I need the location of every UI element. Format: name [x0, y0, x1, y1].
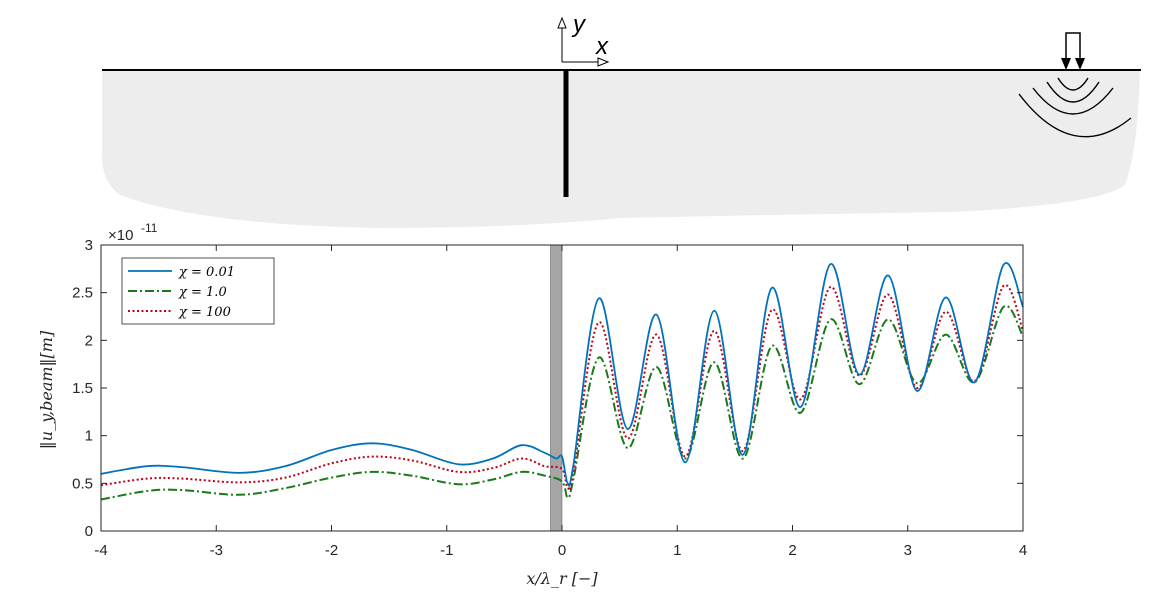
- chart: -4 -3 -2 -1 0 1 2 3 4 0 0.5 1 1.5 2 2.5 3 ×10 -11 x/λ_…: [37, 221, 1027, 588]
- y-tick-label: 2.5: [72, 285, 93, 302]
- x-tick-label: -1: [440, 542, 453, 559]
- y-tick-label: 3: [85, 237, 93, 254]
- series-line-2: [100, 284, 1024, 492]
- y-tick-label: 0: [85, 523, 93, 540]
- wave-fronts-icon: [1018, 77, 1132, 138]
- x-tick-label: 3: [904, 542, 912, 559]
- load-arrows-icon: [1065, 32, 1081, 58]
- y-tick-label: 1: [85, 428, 93, 445]
- x-tick-label: -4: [94, 542, 107, 559]
- legend-label: χ = 0.01: [178, 265, 235, 280]
- coordinate-axes: y x: [557, 11, 610, 67]
- y-exponent-power: -11: [141, 221, 158, 235]
- legend-label: χ = 100: [178, 305, 231, 320]
- x-tick-label: 0: [558, 542, 566, 559]
- x-tick-label: -2: [325, 542, 338, 559]
- y-tick-label: 0.5: [72, 475, 93, 492]
- y-exponent-multiplier: ×10: [108, 227, 133, 244]
- legend: χ = 0.01 χ = 1.0 χ = 100: [121, 257, 275, 325]
- series-line-1: [100, 304, 1024, 501]
- series-line-0: [100, 262, 1024, 487]
- y-tick-label: 1.5: [72, 380, 93, 397]
- beam-location-band: [550, 244, 563, 532]
- legend-label: χ = 1.0: [178, 285, 227, 300]
- load-source: [1018, 32, 1132, 138]
- series-layer: [100, 262, 1024, 501]
- y-axis-arrow-icon: [557, 16, 567, 29]
- y-tick-label: 2: [85, 332, 93, 349]
- soil-domain: [101, 70, 1140, 228]
- y-axis-label: ‖u_y,beam‖[m]: [37, 330, 56, 449]
- schematic: y x: [101, 11, 1141, 228]
- x-tick-label: 4: [1019, 542, 1027, 559]
- x-axis-label: x/λ_r [−]: [526, 569, 598, 588]
- x-axis-arrow-icon: [597, 57, 610, 67]
- schematic-y-label: y: [571, 11, 587, 38]
- y-axis: 0 0.5 1 1.5 2 2.5 3: [72, 237, 1023, 540]
- x-tick-label: -3: [210, 542, 223, 559]
- x-tick-label: 2: [788, 542, 796, 559]
- x-axis: -4 -3 -2 -1 0 1 2 3 4: [94, 245, 1027, 559]
- x-tick-label: 1: [673, 542, 681, 559]
- schematic-x-label: x: [595, 33, 609, 60]
